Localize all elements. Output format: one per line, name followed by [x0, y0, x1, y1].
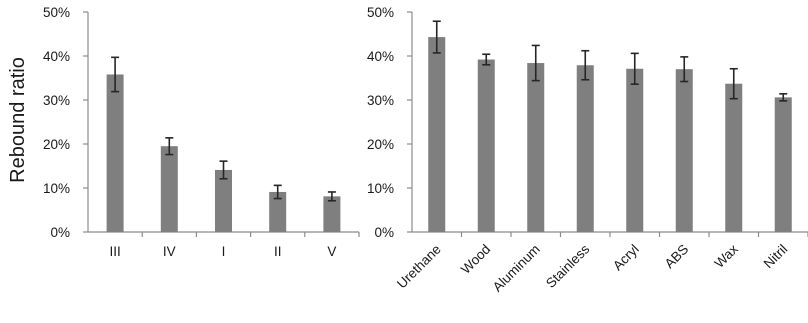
- y-tick-label: 20%: [43, 137, 70, 152]
- y-tick-label: 40%: [367, 49, 394, 64]
- y-tick-label: 50%: [43, 5, 70, 20]
- bar-iv: [160, 146, 178, 232]
- bar-i: [215, 169, 232, 232]
- bar-acryl: [626, 68, 644, 232]
- x-tick-label: Aluminum: [490, 242, 543, 295]
- y-tick-label: 0%: [374, 225, 394, 240]
- x-tick-label: V: [327, 244, 336, 259]
- x-tick-label: Stainless: [543, 241, 593, 291]
- x-tick-label: Acryl: [610, 242, 642, 274]
- x-tick-label: ABS: [662, 242, 692, 272]
- bar-ii: [269, 191, 287, 232]
- y-axis-label: Rebound ratio: [7, 57, 29, 183]
- x-tick-label: Wax: [712, 241, 742, 271]
- chart-left: Rebound ratio 0%10%20%30%40%50%III IV I II V: [7, 5, 360, 259]
- bar-aluminum: [527, 63, 545, 232]
- y-tick-label: 0%: [50, 225, 70, 240]
- bar-iii: [106, 74, 124, 232]
- y-tick-label: 10%: [367, 181, 394, 196]
- x-tick-label: Wood: [458, 242, 493, 277]
- x-tick-label: III: [109, 244, 120, 259]
- y-tick-label: 30%: [43, 93, 70, 108]
- y-tick-label: 20%: [367, 137, 394, 152]
- bar-v: [323, 196, 341, 232]
- bar-stainless: [576, 65, 594, 233]
- y-tick-label: 10%: [43, 181, 70, 196]
- bar-wood: [477, 59, 495, 232]
- y-tick-label: 30%: [367, 93, 394, 108]
- bar-abs: [675, 69, 693, 232]
- x-tick-label: Nitril: [761, 242, 791, 272]
- y-tick-label: 40%: [43, 49, 70, 64]
- x-tick-label: II: [274, 244, 282, 259]
- bar-urethane: [428, 37, 446, 232]
- x-tick-label: Urethane: [394, 242, 444, 292]
- y-tick-label: 50%: [367, 5, 394, 20]
- x-tick-label: I: [222, 244, 226, 259]
- x-tick-label: IV: [163, 244, 176, 259]
- bar-nitril: [774, 97, 792, 232]
- bar-wax: [725, 83, 743, 232]
